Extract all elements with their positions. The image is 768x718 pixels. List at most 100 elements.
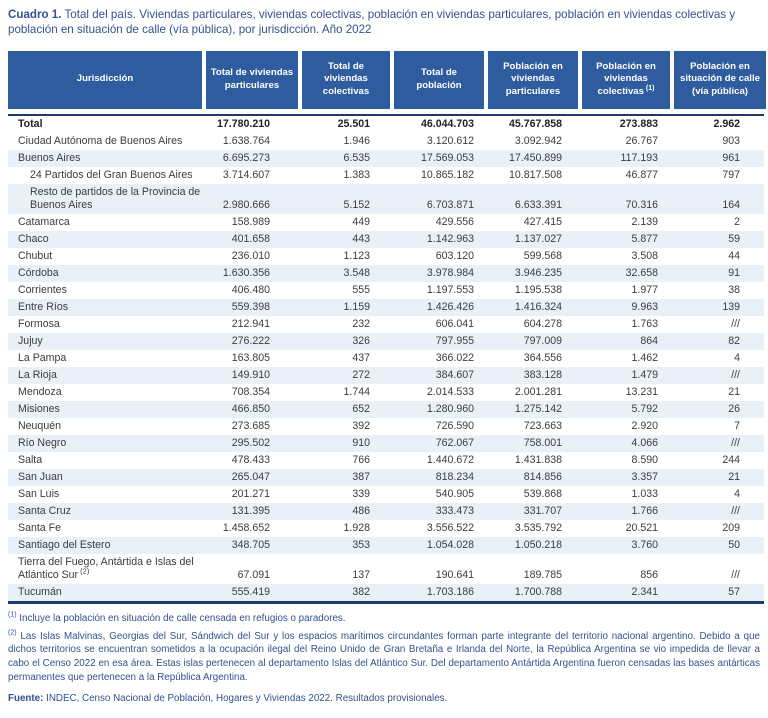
- cell-value: 190.641: [435, 568, 474, 581]
- cell-value: 555: [352, 283, 370, 296]
- cell-value: 387: [352, 470, 370, 483]
- header-rule: [8, 113, 764, 116]
- footnote-marker: (2): [78, 566, 90, 576]
- cell-value: 540.905: [435, 487, 474, 500]
- cell-value: 1.638.764: [222, 134, 270, 147]
- cell-value: 766: [352, 453, 370, 466]
- cell-value: 57: [728, 585, 740, 598]
- row-label: Jujuy: [18, 334, 43, 347]
- cell-value: 17.569.053: [420, 151, 474, 164]
- cell-value: 1.280.960: [426, 402, 474, 415]
- row-label: Salta: [18, 453, 43, 466]
- cell-value: 32.658: [625, 266, 658, 279]
- row-label: Resto de partidos de la Provincia de Bue…: [30, 185, 201, 211]
- cell-value: 606.041: [435, 317, 474, 330]
- table-row: Total 17.780.210 25.501 46.044.703 45.767.85…: [8, 116, 764, 133]
- row-label: Tucumán: [18, 585, 62, 598]
- footnote-marker: (2): [8, 629, 17, 637]
- cell-value: 1.630.356: [222, 266, 270, 279]
- table-row: Tierra del Fuego, Antártida e Islas del …: [8, 554, 764, 584]
- table-row: Río Negro 295.502 910 762.067 758.001 4.066 //…: [8, 434, 764, 452]
- cell-value: 82: [728, 334, 740, 347]
- table-row: Chubut 236.010 1.123 603.120 599.568 3.508 44: [8, 248, 764, 265]
- table-title-label: Cuadro 1.: [8, 8, 62, 21]
- column-header-label: Total de viviendas particulares: [210, 67, 294, 91]
- column-header: Total de viviendas particulares: [206, 50, 298, 109]
- table-row: Santa Cruz 131.395 486 333.473 331.707 1.766 /…: [8, 502, 764, 520]
- table-row: Tucumán 555.419 382 1.703.186 1.700.788 2.341…: [8, 583, 764, 601]
- table-row: San Juan 265.047 387 818.234 814.856 3.357 21: [8, 468, 764, 486]
- cell-value: ///: [731, 436, 740, 449]
- table-row: Corrientes 406.480 555 1.197.553 1.195.538 1.…: [8, 282, 764, 299]
- cell-value: 5.877: [631, 232, 658, 245]
- table-row: Neuquén 273.685 392 726.590 723.663 2.920 7: [8, 418, 764, 435]
- cell-value: 1.195.538: [514, 283, 562, 296]
- cell-value: 17.450.899: [508, 151, 562, 164]
- source-text: INDEC, Censo Nacional de Población, Hoga…: [43, 693, 448, 705]
- cell-value: 333.473: [435, 504, 474, 517]
- column-header-label: Población en viviendas colectivas (1): [596, 60, 656, 97]
- cell-value: 25.501: [337, 117, 370, 130]
- cell-value: 137: [352, 568, 370, 581]
- cell-value: 555.419: [231, 585, 270, 598]
- row-label: Neuquén: [18, 419, 62, 432]
- cell-value: 1.137.027: [514, 232, 562, 245]
- column-header: Población en viviendas particulares: [488, 50, 578, 109]
- cell-value: 1.054.028: [426, 538, 474, 551]
- cell-value: 6.633.391: [514, 198, 562, 211]
- table-title: Cuadro 1. Total del país. Viviendas part…: [8, 7, 760, 38]
- cell-value: 599.568: [523, 249, 562, 262]
- table-row: San Luis 201.271 339 540.905 539.868 1.033 4: [8, 486, 764, 503]
- cell-value: 3.357: [631, 470, 658, 483]
- cell-value: 910: [352, 436, 370, 449]
- column-header-label: Jurisdicción: [76, 73, 134, 85]
- cell-value: 364.556: [523, 351, 562, 364]
- cell-value: 13.231: [625, 385, 658, 398]
- cell-value: 273.685: [231, 419, 270, 432]
- cell-value: 21: [728, 385, 740, 398]
- table-row: Jujuy 276.222 326 797.955 797.009 864 82: [8, 332, 764, 350]
- cell-value: 2.980.666: [222, 198, 270, 211]
- cell-value: 478.433: [231, 453, 270, 466]
- cell-value: 4: [734, 487, 740, 500]
- cell-value: 6.535: [343, 151, 370, 164]
- source-label: Fuente:: [8, 693, 44, 705]
- cell-value: 265.047: [231, 470, 270, 483]
- cell-value: 1.703.186: [426, 585, 474, 598]
- column-header: Jurisdicción: [8, 50, 202, 109]
- table-row: Mendoza 708.354 1.744 2.014.533 2.001.281 13.…: [8, 384, 764, 401]
- cell-value: 1.479: [631, 368, 658, 381]
- table-row: Misiones 466.850 652 1.280.960 1.275.142 5.79…: [8, 400, 764, 418]
- cell-value: 244: [722, 453, 740, 466]
- column-header: Población en viviendas colectivas (1): [582, 50, 670, 109]
- cell-value: 91: [728, 266, 740, 279]
- cell-value: 5.792: [631, 402, 658, 415]
- cell-value: 1.977: [631, 283, 658, 296]
- cell-value: 1.197.553: [426, 283, 474, 296]
- row-label: Buenos Aires: [18, 151, 81, 164]
- cell-value: 232: [352, 317, 370, 330]
- cell-value: 797.955: [435, 334, 474, 347]
- cell-value: 392: [352, 419, 370, 432]
- cell-value: 2.341: [631, 585, 658, 598]
- cell-value: 604.278: [523, 317, 562, 330]
- cell-value: 3.946.235: [514, 266, 562, 279]
- cell-value: 2.139: [631, 215, 658, 228]
- cell-value: 6.695.273: [222, 151, 270, 164]
- cell-value: 762.067: [435, 436, 474, 449]
- row-label: Formosa: [18, 317, 60, 330]
- cell-value: 70.316: [625, 198, 658, 211]
- row-label: Santa Fe: [18, 521, 61, 534]
- cell-value: 131.395: [231, 504, 270, 517]
- cell-value: 3.508: [631, 249, 658, 262]
- table-title-text: Total del país. Viviendas particulares, …: [8, 8, 736, 37]
- row-label: La Rioja: [18, 368, 57, 381]
- table-row: Ciudad Autónoma de Buenos Aires 1.638.764…: [8, 133, 764, 150]
- cell-value: 726.590: [435, 419, 474, 432]
- footnote: (1) Incluye la población en situación de…: [8, 611, 760, 626]
- cell-value: ///: [731, 317, 740, 330]
- cell-value: 3.978.984: [426, 266, 474, 279]
- cell-value: 1.142.963: [426, 232, 474, 245]
- cell-value: 4: [734, 351, 740, 364]
- cell-value: 1.383: [343, 168, 370, 181]
